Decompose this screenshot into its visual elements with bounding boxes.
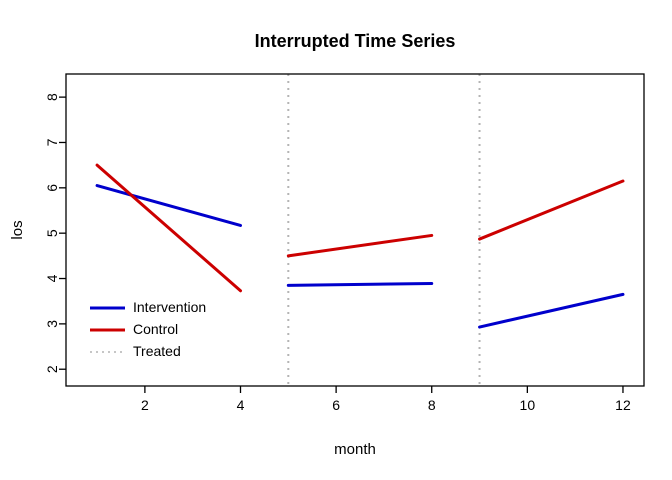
y-tick-label: 5 [44,229,60,237]
chart-title: Interrupted Time Series [254,31,456,51]
series-line-control [286,233,434,258]
x-tick-label: 10 [520,397,536,413]
y-tick-label: 2 [44,365,60,373]
y-tick-label: 3 [44,320,60,328]
series-line-intervention [286,282,434,287]
series-line-intervention [95,184,242,227]
x-tick-label: 8 [428,397,436,413]
legend-label: Treated [133,343,181,359]
x-tick-label: 12 [615,397,631,413]
y-axis-label: los [9,220,26,240]
y-tick-label: 8 [44,93,60,101]
plot-border [65,73,645,387]
x-axis-label: month [334,441,376,458]
x-tick-label: 4 [237,397,245,413]
legend-label: Intervention [133,299,206,315]
y-tick-label: 4 [44,274,60,282]
series-line-control [95,163,242,293]
y-tick-label: 6 [44,184,60,192]
x-tick-label: 6 [332,397,340,413]
series-line-control [478,179,625,241]
y-tick-label: 7 [44,138,60,146]
series-line-intervention [478,292,625,329]
x-tick-label: 2 [141,397,149,413]
legend-label: Control [133,321,178,337]
